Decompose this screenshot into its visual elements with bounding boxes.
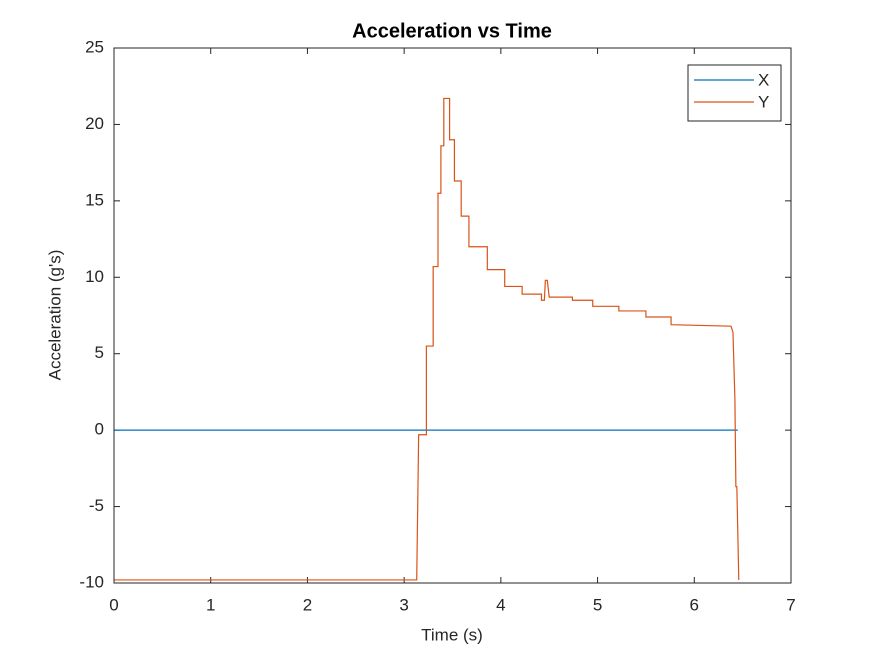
x-tick-label: 3 — [399, 595, 408, 614]
y-tick-label: 20 — [85, 114, 104, 133]
series-line — [114, 97, 740, 581]
x-tick-label: 7 — [786, 595, 795, 614]
plot-area — [114, 48, 791, 583]
y-tick-label: 25 — [85, 37, 104, 56]
y-tick-label: -5 — [89, 496, 104, 515]
legend-label: X — [758, 70, 769, 89]
y-tick-label: -10 — [79, 572, 104, 591]
legend-label: Y — [758, 92, 769, 111]
axes-box — [113, 47, 792, 584]
x-tick-label: 2 — [303, 595, 312, 614]
y-tick-label: 5 — [95, 343, 104, 362]
x-tick-label: 6 — [690, 595, 699, 614]
y-axis-label: Acceleration (g's) — [45, 250, 64, 381]
chart-title: Acceleration vs Time — [352, 20, 552, 42]
y-tick-label: 15 — [85, 190, 104, 209]
y-tick-label: 10 — [85, 267, 104, 286]
x-tick-label: 4 — [496, 595, 505, 614]
x-tick-label: 1 — [206, 595, 215, 614]
legend-box — [687, 64, 782, 122]
x-axis-label: Time (s) — [421, 625, 483, 644]
x-tick-label: 5 — [593, 595, 602, 614]
y-tick-label: 0 — [95, 420, 104, 439]
x-tick-label: 0 — [109, 595, 118, 614]
